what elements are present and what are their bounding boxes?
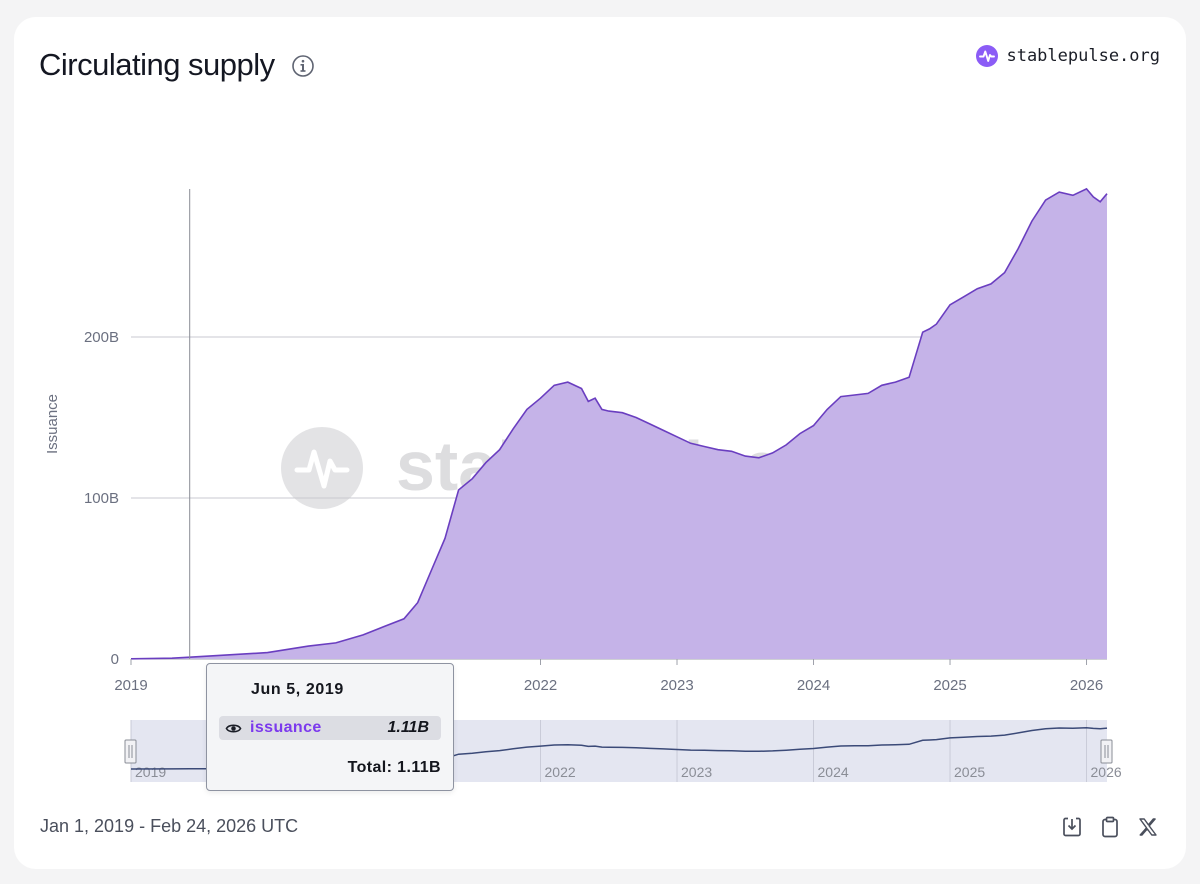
navigator-handle-left[interactable] bbox=[124, 739, 137, 764]
x-tick-label: 2023 bbox=[660, 677, 693, 694]
x-tick-label: 2022 bbox=[524, 677, 557, 694]
chart-tooltip: Jun 5, 2019 issuance 1.11B Total: 1.11B bbox=[206, 663, 454, 791]
tooltip-date: Jun 5, 2019 bbox=[251, 681, 344, 698]
y-tick-label: 100B bbox=[84, 490, 119, 507]
issuance-area bbox=[131, 188, 1107, 659]
y-tick-label: 200B bbox=[84, 329, 119, 346]
y-axis-label: Issuance bbox=[44, 394, 61, 454]
brand-link[interactable]: stablepulse.org bbox=[976, 45, 1160, 67]
navigator-tick-label: 2022 bbox=[545, 764, 576, 780]
date-range: Jan 1, 2019 - Feb 24, 2026 UTC bbox=[40, 816, 299, 836]
issuance-line bbox=[130, 187, 1108, 660]
download-icon[interactable] bbox=[1060, 815, 1084, 839]
navigator-tick-label: 2019 bbox=[135, 764, 166, 780]
x-tick-label: 2019 bbox=[114, 677, 147, 694]
brand-name: stablepulse.org bbox=[1006, 46, 1160, 66]
navigator-tick-label: 2024 bbox=[818, 764, 849, 780]
tooltip-series-value: 1.11B bbox=[387, 719, 429, 736]
navigator-handle-right[interactable] bbox=[1100, 739, 1113, 764]
page-title: Circulating supply bbox=[39, 47, 275, 82]
tooltip-total: Total: 1.11B bbox=[347, 759, 441, 776]
tooltip-series-row[interactable]: issuance 1.11B bbox=[219, 716, 441, 740]
x-tick-label: 2024 bbox=[797, 677, 830, 694]
clipboard-icon[interactable] bbox=[1098, 815, 1122, 839]
navigator-tick-label: 2026 bbox=[1091, 764, 1122, 780]
tooltip-series-name: issuance bbox=[250, 719, 322, 736]
x-tick-label: 2025 bbox=[933, 677, 966, 694]
pulse-logo-icon bbox=[976, 45, 999, 67]
x-share-icon[interactable] bbox=[1136, 815, 1160, 839]
eye-icon[interactable] bbox=[225, 720, 242, 737]
x-tick-label: 2026 bbox=[1070, 677, 1103, 694]
info-icon[interactable] bbox=[291, 54, 315, 78]
navigator-tick-label: 2023 bbox=[681, 764, 712, 780]
navigator-tick-label: 2025 bbox=[954, 764, 985, 780]
y-tick-label: 0 bbox=[111, 651, 119, 668]
